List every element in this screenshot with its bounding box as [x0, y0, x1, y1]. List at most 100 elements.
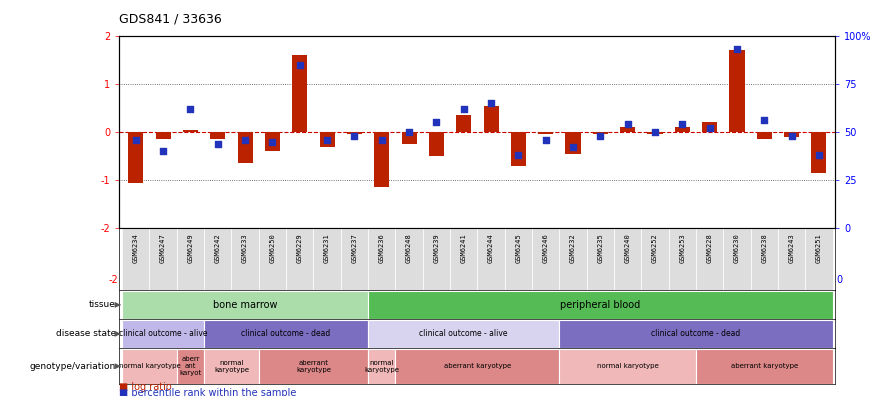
Bar: [702, 122, 717, 132]
Text: GSM6242: GSM6242: [215, 233, 221, 263]
Bar: [696, 228, 723, 290]
Point: [648, 129, 662, 135]
Bar: [259, 228, 286, 290]
Bar: [450, 228, 477, 290]
Point: [484, 100, 498, 106]
Bar: [805, 228, 833, 290]
Bar: [204, 228, 232, 290]
Point: [593, 133, 607, 139]
Bar: [368, 320, 560, 348]
Text: normal
karyotype: normal karyotype: [364, 360, 400, 373]
Text: GSM6233: GSM6233: [242, 233, 248, 263]
Bar: [641, 228, 668, 290]
Point: [402, 129, 416, 135]
Bar: [177, 348, 204, 384]
Text: GSM6250: GSM6250: [270, 233, 276, 263]
Point: [812, 152, 826, 158]
Bar: [587, 228, 614, 290]
Bar: [668, 228, 696, 290]
Point: [703, 125, 717, 131]
Bar: [614, 228, 641, 290]
Text: GDS841 / 33636: GDS841 / 33636: [119, 13, 222, 26]
Bar: [177, 228, 204, 290]
Text: GSM6245: GSM6245: [515, 233, 522, 263]
Text: clinical outcome - dead: clinical outcome - dead: [652, 329, 741, 338]
Bar: [674, 127, 690, 132]
Text: normal
karyotype: normal karyotype: [214, 360, 249, 373]
Bar: [560, 320, 833, 348]
Text: GSM6230: GSM6230: [734, 233, 740, 263]
Text: GSM6231: GSM6231: [324, 233, 330, 263]
Text: GSM6243: GSM6243: [789, 233, 795, 263]
Bar: [778, 228, 805, 290]
Text: GSM6239: GSM6239: [433, 233, 439, 263]
Bar: [429, 132, 444, 156]
Point: [430, 119, 444, 126]
Bar: [265, 132, 280, 151]
Bar: [347, 132, 362, 135]
Text: genotype/variation: genotype/variation: [29, 362, 116, 371]
Text: GSM6253: GSM6253: [679, 233, 685, 263]
Bar: [156, 132, 171, 139]
Bar: [368, 228, 395, 290]
Bar: [647, 132, 662, 135]
Point: [538, 137, 552, 143]
Text: normal karyotype: normal karyotype: [118, 363, 180, 369]
Bar: [368, 348, 395, 384]
Text: GSM6236: GSM6236: [378, 233, 385, 263]
Bar: [314, 228, 340, 290]
Bar: [395, 228, 423, 290]
Bar: [122, 348, 177, 384]
Point: [238, 137, 252, 143]
Point: [566, 144, 580, 150]
Point: [785, 133, 799, 139]
Text: GSM6237: GSM6237: [351, 233, 357, 263]
Bar: [395, 348, 560, 384]
Text: ■ percentile rank within the sample: ■ percentile rank within the sample: [119, 388, 297, 396]
Bar: [423, 228, 450, 290]
Bar: [757, 132, 772, 139]
Bar: [456, 115, 471, 132]
Bar: [729, 50, 744, 132]
Text: clinical outcome - alive: clinical outcome - alive: [118, 329, 208, 338]
Text: GSM6248: GSM6248: [406, 233, 412, 263]
Text: GSM6251: GSM6251: [816, 233, 822, 263]
Text: -2: -2: [109, 276, 118, 286]
Point: [758, 117, 772, 124]
Text: GSM6244: GSM6244: [488, 233, 494, 263]
Text: GSM6235: GSM6235: [598, 233, 604, 263]
Bar: [368, 291, 833, 319]
Text: GSM6247: GSM6247: [160, 233, 166, 263]
Bar: [149, 228, 177, 290]
Bar: [560, 228, 587, 290]
Bar: [751, 228, 778, 290]
Text: normal karyotype: normal karyotype: [597, 363, 659, 369]
Text: aberrant
karyotype: aberrant karyotype: [296, 360, 331, 373]
Text: aberrant karyotype: aberrant karyotype: [444, 363, 511, 369]
Bar: [238, 132, 253, 164]
Text: aberr
ant
karyot: aberr ant karyot: [179, 356, 202, 376]
Bar: [484, 106, 499, 132]
Text: tissue: tissue: [89, 301, 116, 309]
Point: [293, 61, 307, 68]
Bar: [122, 320, 204, 348]
Point: [675, 121, 690, 128]
Text: aberrant karyotype: aberrant karyotype: [731, 363, 798, 369]
Bar: [319, 132, 334, 147]
Bar: [122, 228, 149, 290]
Bar: [204, 320, 368, 348]
Text: GSM6249: GSM6249: [187, 233, 194, 263]
Bar: [566, 132, 581, 154]
Point: [320, 137, 334, 143]
Text: peripheral blood: peripheral blood: [560, 300, 641, 310]
Bar: [723, 228, 751, 290]
Bar: [511, 132, 526, 166]
Point: [621, 121, 635, 128]
Bar: [593, 132, 608, 135]
Bar: [538, 132, 553, 135]
Text: GSM6234: GSM6234: [133, 233, 139, 263]
Text: GSM6228: GSM6228: [706, 233, 713, 263]
Text: clinical outcome - alive: clinical outcome - alive: [419, 329, 508, 338]
Bar: [259, 348, 368, 384]
Bar: [128, 132, 143, 183]
